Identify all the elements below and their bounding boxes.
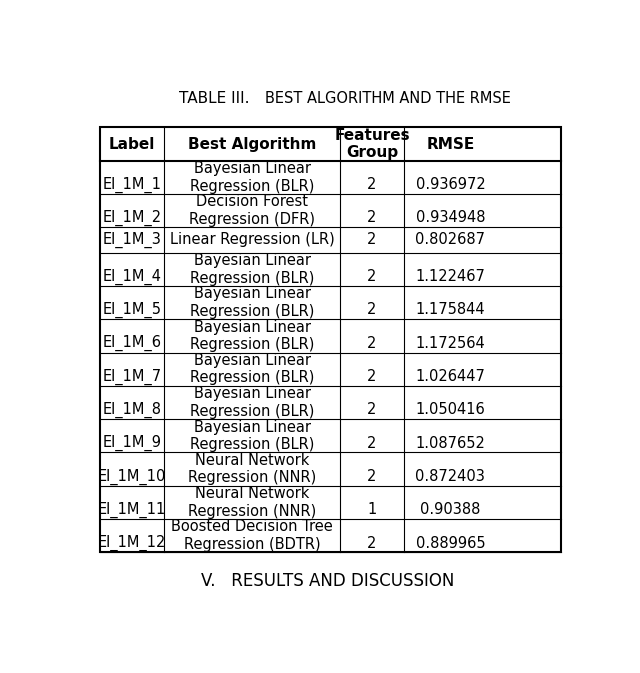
Text: Bayesian Linear
Regression (BLR): Bayesian Linear Regression (BLR) <box>190 353 314 386</box>
Text: Linear Regression (LR): Linear Regression (LR) <box>170 232 335 248</box>
Text: El_1M_9: El_1M_9 <box>102 435 162 451</box>
Text: 1.172564: 1.172564 <box>415 336 485 351</box>
Text: Bayesian Linear
Regression (BLR): Bayesian Linear Regression (BLR) <box>190 161 314 194</box>
Text: 0.934948: 0.934948 <box>415 211 485 225</box>
Text: El_1M_4: El_1M_4 <box>102 269 162 285</box>
Text: El_1M_2: El_1M_2 <box>102 210 162 226</box>
Text: El_1M_7: El_1M_7 <box>102 368 162 385</box>
Text: Features
Group: Features Group <box>334 128 410 160</box>
Text: 2: 2 <box>367 302 377 318</box>
Text: El_1M_5: El_1M_5 <box>102 302 162 318</box>
Text: 0.802687: 0.802687 <box>415 232 485 248</box>
Text: 0.90388: 0.90388 <box>420 502 481 518</box>
Text: El_1M_8: El_1M_8 <box>102 402 162 418</box>
Text: Bayesian Linear
Regression (BLR): Bayesian Linear Regression (BLR) <box>190 320 314 352</box>
Text: El_1M_3: El_1M_3 <box>102 232 161 248</box>
Text: Boosted Decision Tree
Regression (BDTR): Boosted Decision Tree Regression (BDTR) <box>171 520 333 552</box>
Text: 1.050416: 1.050416 <box>415 402 485 417</box>
Text: Decision Forest
Regression (DFR): Decision Forest Regression (DFR) <box>189 194 315 227</box>
Text: 0.936972: 0.936972 <box>415 177 485 192</box>
Text: Best Algorithm: Best Algorithm <box>188 137 316 151</box>
Text: 1.122467: 1.122467 <box>415 269 485 284</box>
Text: 1.087652: 1.087652 <box>415 435 485 451</box>
Text: BEST ALGORITHM AND THE RMSE: BEST ALGORITHM AND THE RMSE <box>264 92 511 106</box>
Text: 1.175844: 1.175844 <box>415 302 485 318</box>
Text: 2: 2 <box>367 402 377 417</box>
Text: Bayesian Linear
Regression (BLR): Bayesian Linear Regression (BLR) <box>190 253 314 285</box>
Text: El_1M_10: El_1M_10 <box>98 468 166 485</box>
Text: 1: 1 <box>367 502 376 518</box>
Text: V.   RESULTS AND DISCUSSION: V. RESULTS AND DISCUSSION <box>202 572 454 590</box>
Text: Label: Label <box>109 137 156 151</box>
Text: RMSE: RMSE <box>426 137 474 151</box>
Text: 1.026447: 1.026447 <box>415 369 485 384</box>
Text: 0.872403: 0.872403 <box>415 469 485 484</box>
Bar <box>100 127 561 553</box>
Text: El_1M_12: El_1M_12 <box>98 535 166 551</box>
Text: 2: 2 <box>367 369 377 384</box>
Text: Neural Network
Regression (NNR): Neural Network Regression (NNR) <box>188 486 316 519</box>
Text: El_1M_6: El_1M_6 <box>102 335 162 351</box>
Text: 2: 2 <box>367 536 377 551</box>
Text: Bayesian Linear
Regression (BLR): Bayesian Linear Regression (BLR) <box>190 287 314 319</box>
Text: 2: 2 <box>367 177 377 192</box>
Text: 2: 2 <box>367 232 377 248</box>
Text: El_1M_1: El_1M_1 <box>102 176 162 192</box>
Text: 2: 2 <box>367 336 377 351</box>
Text: 2: 2 <box>367 435 377 451</box>
Text: 0.889965: 0.889965 <box>415 536 485 551</box>
Text: Neural Network
Regression (NNR): Neural Network Regression (NNR) <box>188 453 316 485</box>
Text: 2: 2 <box>367 211 377 225</box>
Text: Bayesian Linear
Regression (BLR): Bayesian Linear Regression (BLR) <box>190 419 314 452</box>
Text: 2: 2 <box>367 269 377 284</box>
Text: Bayesian Linear
Regression (BLR): Bayesian Linear Regression (BLR) <box>190 386 314 419</box>
Text: El_1M_11: El_1M_11 <box>98 501 166 518</box>
Text: 2: 2 <box>367 469 377 484</box>
Text: TABLE III.: TABLE III. <box>179 92 249 106</box>
